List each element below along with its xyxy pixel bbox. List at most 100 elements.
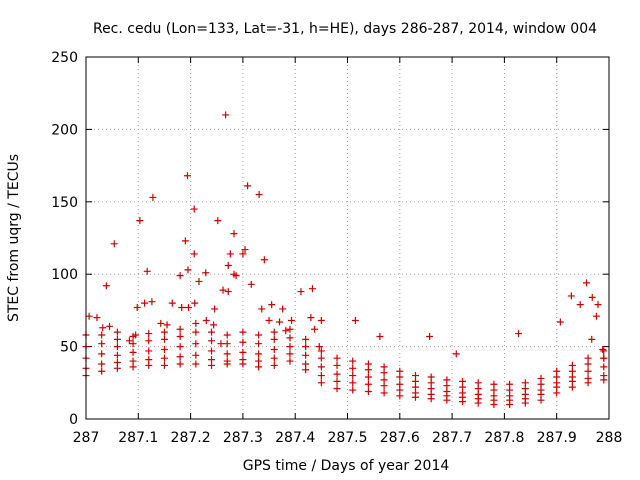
data-point <box>452 350 460 358</box>
data-point <box>302 343 310 351</box>
data-point <box>224 288 232 296</box>
data-point <box>202 317 210 325</box>
data-point <box>160 328 168 336</box>
x-tick-label: 287.3 <box>223 430 263 446</box>
y-tick-label: 0 <box>69 412 78 428</box>
data-point <box>302 351 310 359</box>
data-point <box>208 356 216 364</box>
data-point <box>145 347 153 355</box>
data-point <box>176 353 184 361</box>
data-point <box>317 317 325 325</box>
data-point <box>380 376 388 384</box>
x-tick-label: 287.7 <box>432 430 472 446</box>
data-point <box>333 361 341 369</box>
data-point <box>515 330 523 338</box>
data-point <box>98 331 106 339</box>
x-tick-label: 287.4 <box>275 430 315 446</box>
data-point <box>364 380 372 388</box>
data-point <box>223 331 231 339</box>
data-point <box>141 299 149 307</box>
data-point <box>567 292 575 300</box>
data-point <box>208 337 216 345</box>
data-point <box>282 327 290 335</box>
data-point <box>113 351 121 359</box>
data-point <box>286 343 294 351</box>
data-point <box>443 376 451 384</box>
data-point <box>113 328 121 336</box>
data-point <box>160 345 168 353</box>
data-point <box>584 354 592 362</box>
data-point <box>315 343 323 351</box>
data-point <box>594 301 602 309</box>
data-point <box>474 379 482 387</box>
data-point <box>349 386 357 394</box>
data-point <box>270 335 278 343</box>
data-point <box>317 372 325 380</box>
data-point <box>459 377 467 385</box>
data-point <box>190 205 198 213</box>
data-point <box>176 272 184 280</box>
data-point <box>364 387 372 395</box>
data-point <box>521 379 529 387</box>
data-point <box>376 332 384 340</box>
data-point <box>537 374 545 382</box>
data-point <box>270 361 278 369</box>
data-point <box>244 182 252 190</box>
y-axis-label: STEC from uqrg / TECUs <box>6 154 22 322</box>
data-point <box>588 335 596 343</box>
data-point <box>349 379 357 387</box>
data-point <box>192 340 200 348</box>
data-point <box>286 357 294 365</box>
x-tick-label: 287.6 <box>380 430 420 446</box>
data-point <box>184 266 192 274</box>
data-point <box>113 335 121 343</box>
data-point <box>490 380 498 388</box>
y-tick-label: 250 <box>51 50 78 66</box>
data-point <box>226 250 234 258</box>
x-tick-label: 287.9 <box>537 430 577 446</box>
data-point <box>241 246 249 254</box>
data-point <box>333 385 341 393</box>
data-point <box>583 279 591 287</box>
x-tick-label: 287.5 <box>327 430 367 446</box>
x-tick-label: 287.8 <box>484 430 524 446</box>
data-point <box>276 318 284 326</box>
data-point <box>181 237 189 245</box>
x-tick-label: 287 <box>73 430 100 446</box>
data-point <box>129 348 137 356</box>
data-point <box>286 334 294 342</box>
y-tick-label: 200 <box>51 122 78 138</box>
data-point <box>183 172 191 180</box>
data-point <box>265 317 273 325</box>
data-point <box>129 357 137 365</box>
data-point <box>333 377 341 385</box>
data-point <box>133 304 141 312</box>
data-point <box>98 350 106 358</box>
data-point <box>568 361 576 369</box>
data-point <box>258 305 266 313</box>
data-point <box>148 298 156 306</box>
data-point <box>411 372 419 380</box>
data-point <box>333 354 341 362</box>
data-point <box>317 363 325 371</box>
data-point <box>427 373 435 381</box>
data-point <box>260 256 268 264</box>
data-point <box>600 372 608 380</box>
data-point <box>160 354 168 362</box>
data-point <box>255 350 263 358</box>
data-point <box>223 340 231 348</box>
data-point <box>98 367 106 375</box>
data-point <box>255 340 263 348</box>
data-point <box>208 347 216 355</box>
data-point <box>125 337 133 345</box>
data-point <box>136 217 144 225</box>
data-point <box>132 331 140 339</box>
data-point <box>192 360 200 368</box>
data-point <box>230 230 238 238</box>
data-point <box>163 321 171 329</box>
data-point <box>224 262 232 270</box>
data-point <box>223 357 231 365</box>
data-point <box>129 340 137 348</box>
y-tick-label: 50 <box>60 340 78 356</box>
data-point <box>160 335 168 343</box>
